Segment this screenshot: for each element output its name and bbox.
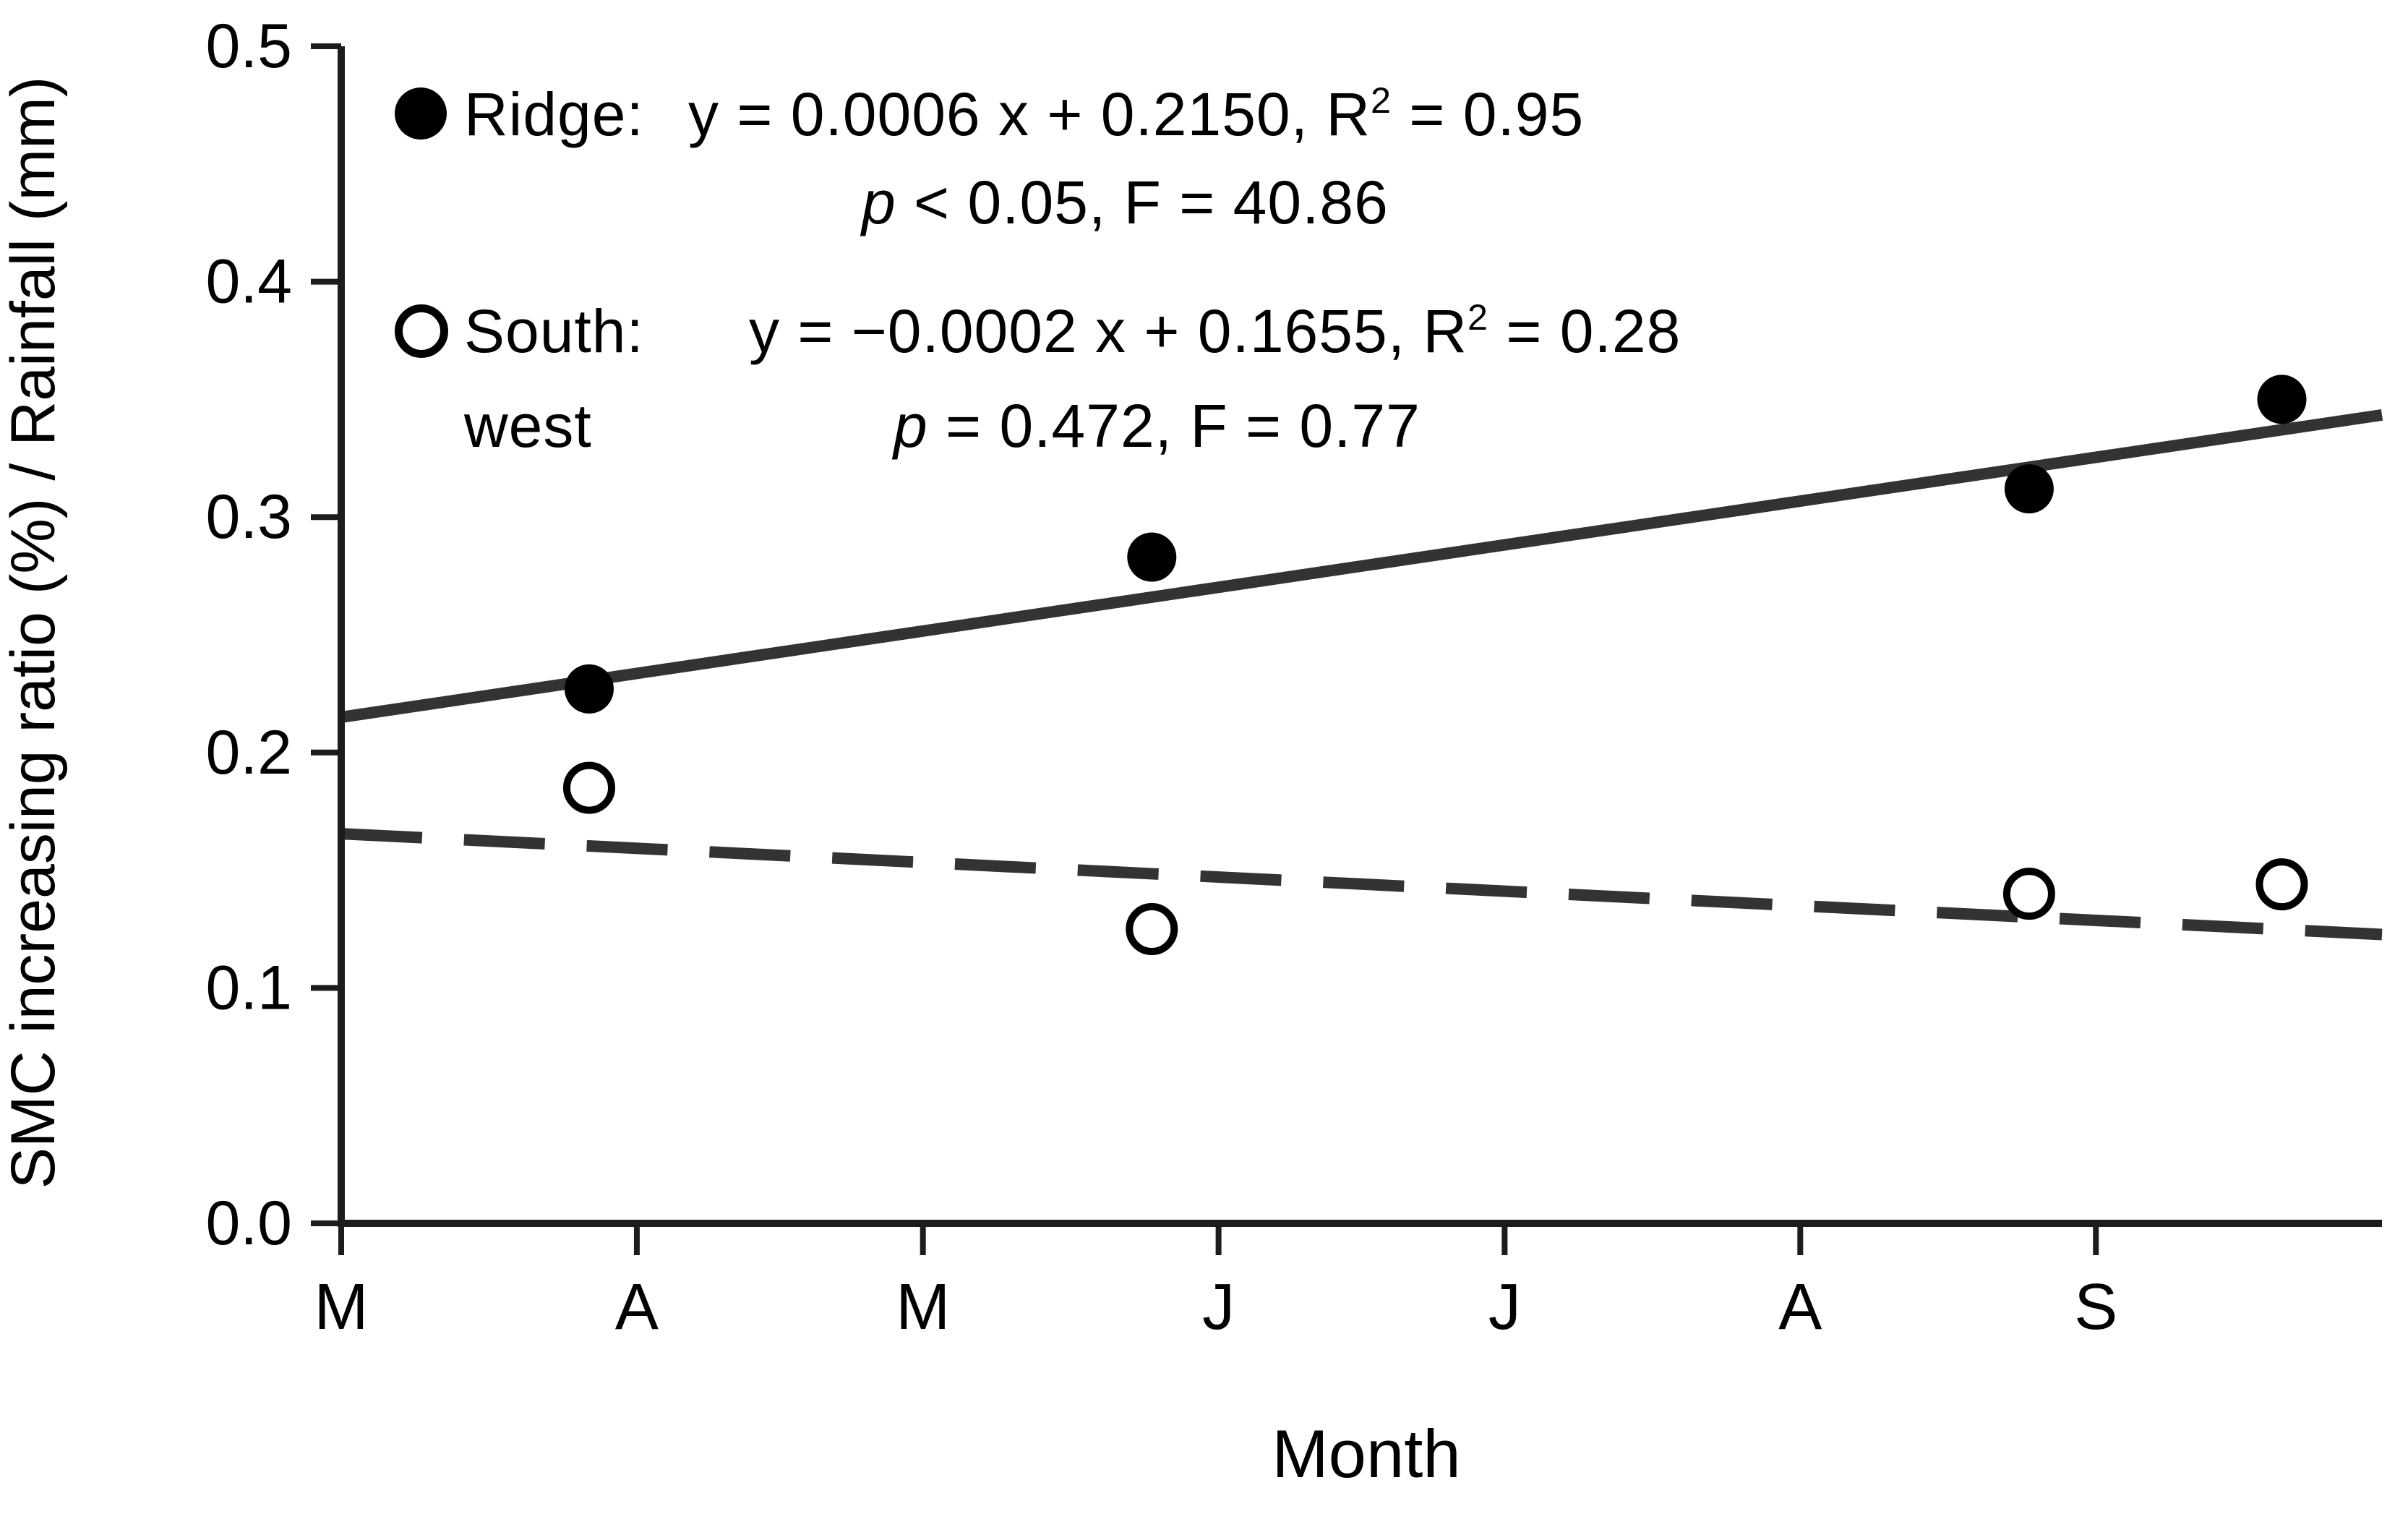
y-tick-label: 0.4 bbox=[205, 247, 292, 317]
x-tick-label: M bbox=[896, 1271, 950, 1343]
ridge-point bbox=[2257, 375, 2307, 424]
ridge-trendline bbox=[340, 409, 2383, 723]
axes bbox=[338, 46, 2382, 1227]
southwest-point bbox=[2002, 868, 2055, 920]
southwest-point bbox=[2255, 858, 2308, 911]
y-tick-label: 0.3 bbox=[205, 482, 292, 552]
ridge-point bbox=[1127, 532, 1177, 582]
tick-marks bbox=[311, 43, 2099, 1255]
y-tick-label: 0.0 bbox=[205, 1189, 292, 1258]
x-tick-label: S bbox=[2074, 1271, 2117, 1343]
x-tick-label: M bbox=[314, 1271, 369, 1343]
southwest-point bbox=[562, 761, 615, 814]
x-tick-label: A bbox=[1778, 1271, 1822, 1343]
x-tick-label: J bbox=[1202, 1271, 1235, 1343]
trendlines bbox=[340, 409, 2383, 941]
x-tick-label: J bbox=[1488, 1271, 1521, 1343]
x-axis-title: Month bbox=[1272, 1416, 1460, 1492]
ridge-point bbox=[564, 664, 614, 714]
y-tick-label: 0.1 bbox=[205, 953, 292, 1022]
southwest-trendline bbox=[340, 828, 2383, 941]
data-points bbox=[562, 375, 2308, 955]
y-tick-label: 0.2 bbox=[205, 718, 292, 787]
y-axis-title: SMC increasing ratio (%) / Rainfall (mm) bbox=[0, 77, 68, 1189]
y-tick-label: 0.5 bbox=[205, 12, 292, 81]
southwest-point bbox=[1126, 903, 1178, 955]
ridge-point bbox=[2004, 464, 2054, 514]
tick-labels: 0.0 0.1 0.2 0.3 0.4 0.5 M A M J J A S bbox=[205, 12, 2117, 1343]
x-tick-label: A bbox=[615, 1271, 659, 1343]
